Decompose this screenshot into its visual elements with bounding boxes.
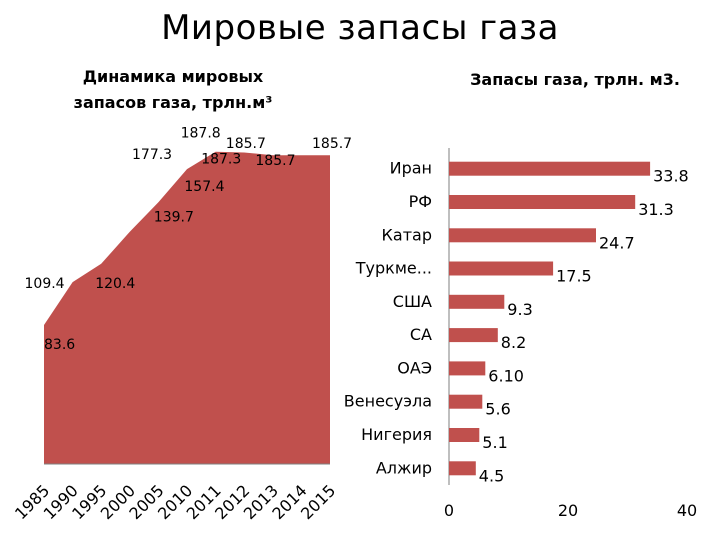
bar-data-label: 24.7 — [599, 233, 635, 252]
bar-category-label: Иран — [390, 159, 432, 178]
bar-data-label: 9.3 — [507, 300, 532, 319]
area-data-label: 187.3 — [201, 152, 241, 168]
area-chart-title-line1: Динамика мировых — [82, 67, 264, 86]
bar-category-label: ОАЭ — [397, 358, 432, 377]
bar-category-label: Венесуэла — [344, 392, 432, 411]
area-data-label: 185.7 — [226, 136, 266, 152]
bar — [449, 228, 596, 243]
area-data-label: 185.7 — [255, 153, 295, 169]
bar — [449, 461, 476, 476]
area-data-label: 177.3 — [132, 147, 172, 163]
bar — [449, 195, 636, 209]
area-data-label: 187.8 — [181, 126, 221, 142]
bar-category-label: Алжир — [376, 458, 432, 477]
bar-data-label: 33.8 — [653, 167, 689, 186]
area-data-label: 120.4 — [95, 276, 135, 292]
bar — [449, 361, 486, 376]
area-data-label: 157.4 — [184, 179, 224, 195]
bar-data-label: 5.6 — [485, 400, 510, 419]
bar-chart-title: Запасы газа, трлн. м3. — [470, 70, 680, 89]
slide-title: Мировые запасы газа — [161, 8, 559, 48]
bar-x-tick-label: 20 — [558, 501, 578, 520]
area-data-label: 139.7 — [154, 210, 194, 226]
bar-category-label: РФ — [409, 192, 432, 211]
bar-category-label: Катар — [382, 225, 432, 244]
bar — [449, 394, 483, 409]
area-chart-title: Динамика мировых запасов газа, трлн.м³ — [58, 64, 288, 116]
bar-data-label: 5.1 — [482, 433, 507, 452]
bar — [449, 428, 480, 442]
bar-data-label: 17.5 — [556, 267, 592, 286]
area-data-label: 83.6 — [44, 337, 75, 353]
bar-data-label: 4.5 — [479, 466, 504, 485]
bar-x-tick-label: 0 — [444, 501, 454, 520]
bar-category-label: СА — [410, 325, 432, 344]
bar-x-tick-label: 40 — [677, 501, 697, 520]
bar — [449, 161, 651, 176]
bar-category-label: США — [393, 292, 432, 311]
area-series — [44, 151, 330, 464]
bar-data-label: 8.2 — [501, 333, 526, 352]
bar-category-label: Туркме... — [355, 259, 432, 278]
bar — [449, 294, 505, 309]
area-data-label: 185.7 — [312, 136, 352, 152]
bar — [449, 328, 498, 343]
bar-category-label: Нигерия — [361, 425, 432, 444]
bar-data-label: 6.10 — [488, 366, 524, 385]
area-data-label: 109.4 — [25, 276, 65, 292]
bar-data-label: 31.3 — [638, 200, 674, 219]
bar — [449, 261, 554, 276]
area-chart-title-line2: запасов газа, трлн.м³ — [73, 93, 273, 112]
